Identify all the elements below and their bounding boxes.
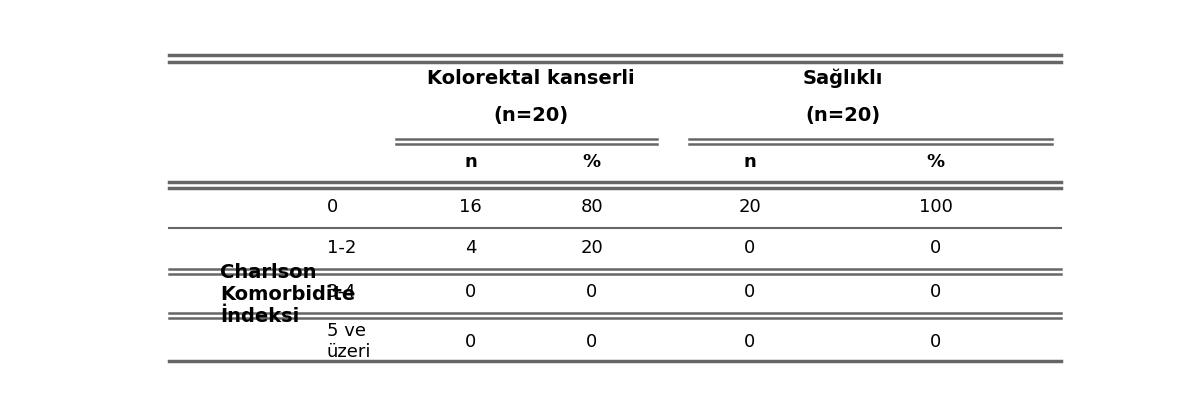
Text: %: % <box>926 153 944 171</box>
Text: 20: 20 <box>581 239 604 257</box>
Text: 0: 0 <box>466 283 476 301</box>
Text: 0: 0 <box>586 283 598 301</box>
Text: 0: 0 <box>466 332 476 351</box>
Text: 0: 0 <box>744 332 756 351</box>
Text: 5 ve
üzeri: 5 ve üzeri <box>326 322 371 361</box>
Text: (n=20): (n=20) <box>805 106 881 125</box>
Text: 4: 4 <box>466 239 476 257</box>
Text: 0: 0 <box>326 198 338 215</box>
Text: 20: 20 <box>738 198 761 215</box>
Text: %: % <box>583 153 601 171</box>
Text: Charlson
Komorbidite
İndeksi: Charlson Komorbidite İndeksi <box>220 263 355 326</box>
Text: 0: 0 <box>930 239 942 257</box>
Text: 0: 0 <box>930 283 942 301</box>
Text: (n=20): (n=20) <box>493 106 569 125</box>
Text: Kolorektal kanserli: Kolorektal kanserli <box>427 69 635 88</box>
Text: n: n <box>744 153 756 171</box>
Text: n: n <box>464 153 478 171</box>
Text: 0: 0 <box>744 283 756 301</box>
Text: 0: 0 <box>744 239 756 257</box>
Text: 0: 0 <box>586 332 598 351</box>
Text: 1-2: 1-2 <box>326 239 356 257</box>
Text: 100: 100 <box>919 198 953 215</box>
Text: 0: 0 <box>930 332 942 351</box>
Text: 80: 80 <box>581 198 604 215</box>
Text: 16: 16 <box>460 198 482 215</box>
Text: Sağlıklı: Sağlıklı <box>803 68 883 88</box>
Text: 3-4: 3-4 <box>326 283 356 301</box>
